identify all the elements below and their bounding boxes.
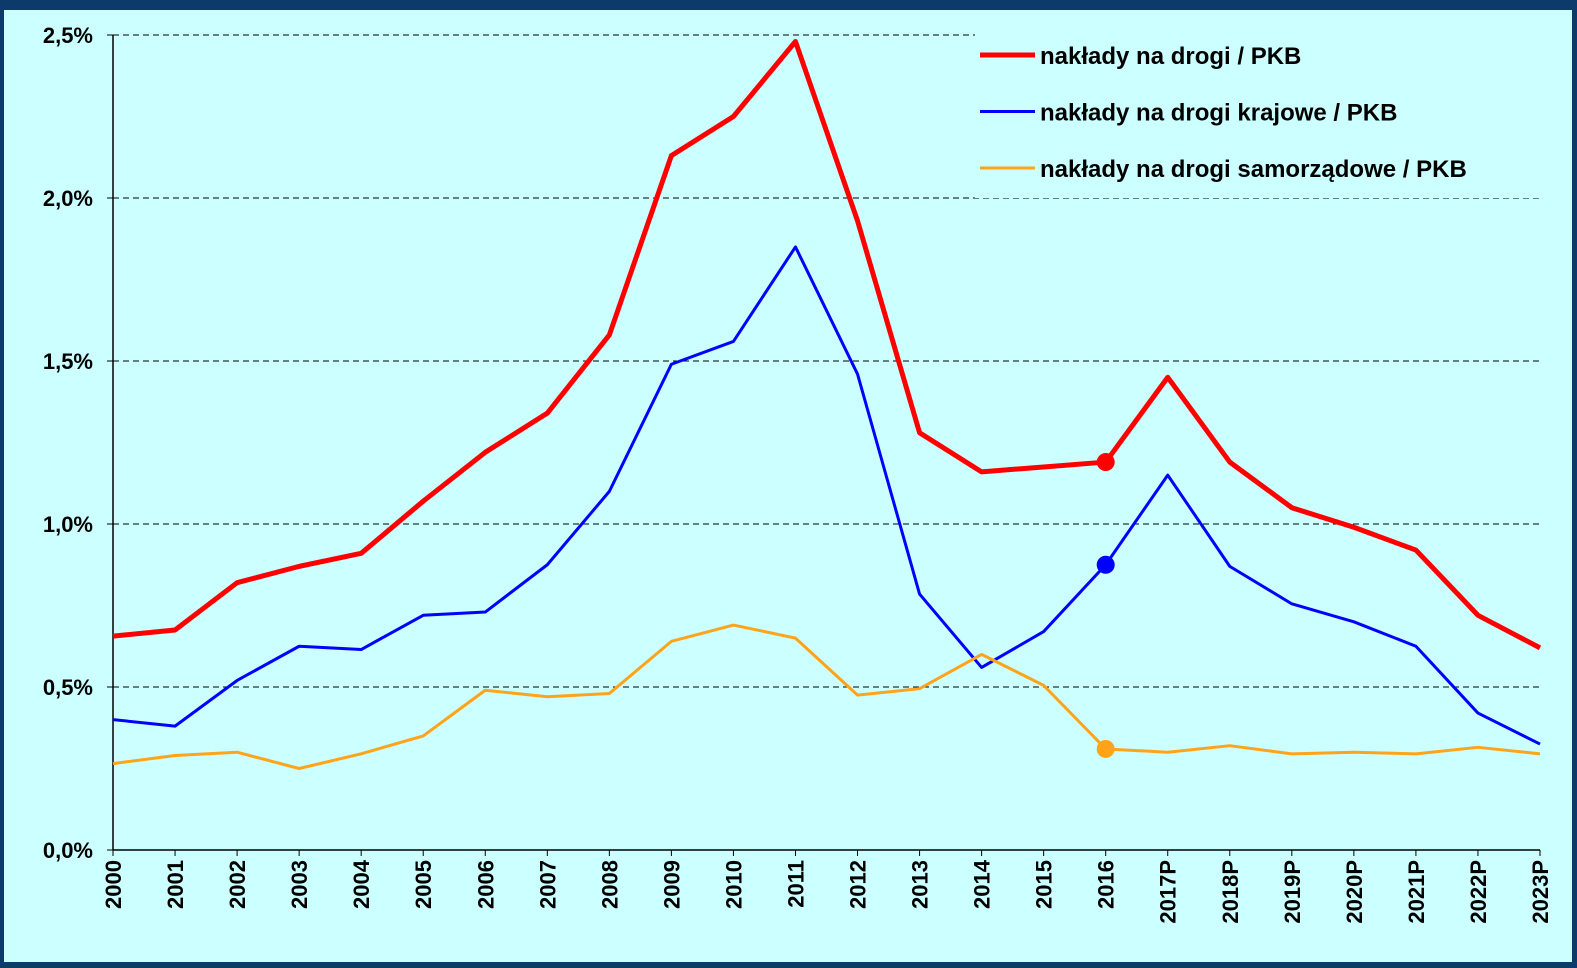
x-tick-label: 2005 (411, 860, 436, 909)
legend-background (975, 28, 1572, 198)
x-tick-label: 2016 (1094, 860, 1119, 909)
y-tick-label: 2,0% (43, 186, 93, 211)
series-line (112, 39, 1542, 651)
x-tick-label: 2021P (1404, 860, 1429, 924)
legend: nakłady na drogi / PKB nakłady na drogi k… (975, 28, 1572, 198)
legend-label: nakłady na drogi / PKB (1040, 43, 1301, 70)
y-tick-label: 1,5% (43, 349, 93, 374)
x-tick-label: 2019P (1280, 860, 1305, 924)
highlight-marker (1096, 555, 1115, 574)
y-tick-label: 0,0% (43, 838, 93, 863)
x-tick-label: 2000 (101, 860, 126, 909)
x-tick-label: 2020P (1342, 860, 1367, 924)
x-tick-label: 2015 (1032, 860, 1057, 909)
series-line (112, 245, 1541, 746)
x-tick-label: 2009 (659, 860, 684, 909)
x-tick-label: 2006 (473, 860, 498, 909)
x-tick-label: 2023P (1528, 860, 1553, 924)
x-tick-label: 2010 (721, 860, 746, 909)
x-tick-label: 2018P (1218, 860, 1243, 924)
x-tick-label: 2014 (970, 859, 995, 909)
y-tick-label: 2,5% (43, 23, 93, 48)
y-tick-label: 1,0% (43, 512, 93, 537)
x-tick-label: 2004 (349, 859, 374, 909)
x-tick-label: 2013 (908, 860, 933, 909)
x-tick-label: 2022P (1466, 860, 1491, 924)
highlight-marker (1096, 739, 1115, 758)
x-tick-label: 2003 (287, 860, 312, 909)
legend-label: nakłady na drogi samorządowe / PKB (1040, 156, 1467, 183)
x-tick-label: 2007 (535, 860, 560, 909)
legend-label: nakłady na drogi krajowe / PKB (1040, 100, 1397, 127)
x-tick-label: 2012 (846, 860, 871, 909)
x-tick-label: 2011 (783, 860, 808, 908)
x-tick-label: 2001 (163, 860, 188, 909)
y-tick-label: 0,5% (43, 675, 93, 700)
x-tick-label: 2008 (597, 860, 622, 909)
series-line (112, 623, 1541, 770)
highlight-marker (1096, 453, 1115, 472)
x-tick-label: 2017P (1156, 860, 1181, 924)
x-tick-label: 2002 (225, 860, 250, 909)
